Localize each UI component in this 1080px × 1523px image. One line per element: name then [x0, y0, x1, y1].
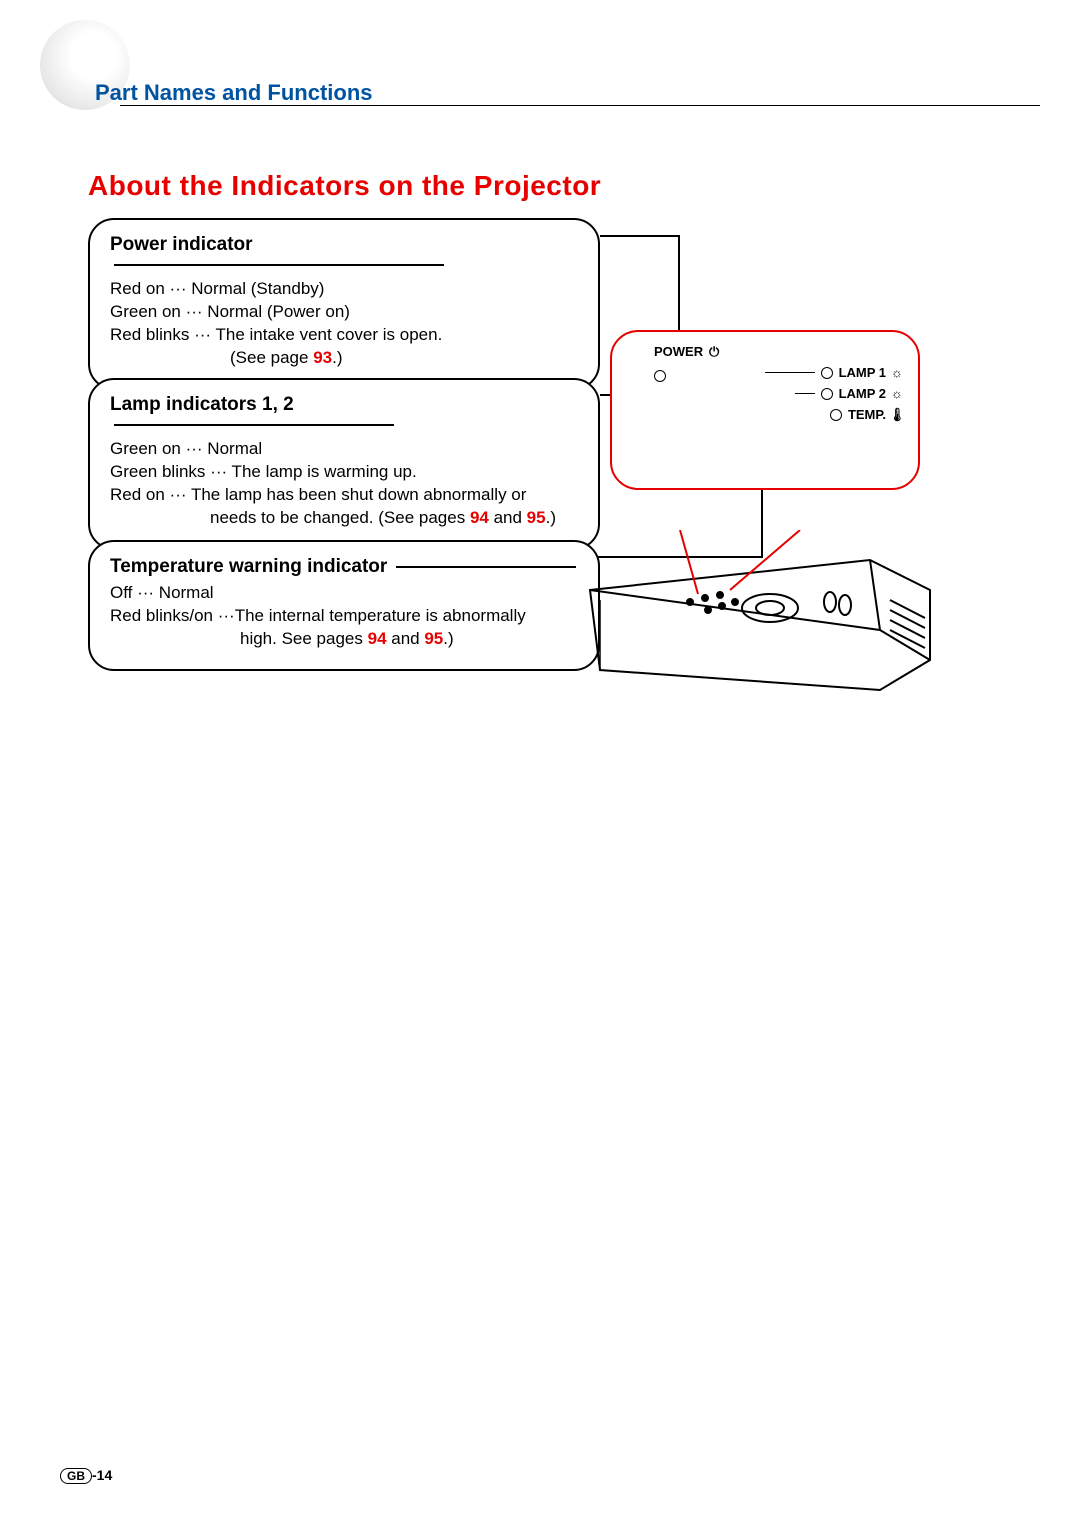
connector-line: [600, 235, 680, 237]
callout-power-body: Red on ··· Normal (Standby) Green on ···…: [110, 278, 578, 370]
page-footer: GB-14: [60, 1467, 112, 1483]
page-ref[interactable]: 95: [527, 508, 546, 527]
page-title: About the Indicators on the Projector: [88, 170, 601, 202]
indicator-panel: POWER ⏻ LAMP 1 ☼ LAMP 2 ☼ TEMP. 🌡: [610, 330, 920, 490]
temperature-icon: 🌡: [890, 408, 904, 422]
section-header: Part Names and Functions: [95, 80, 373, 106]
indicator-lamp2-row: LAMP 2 ☼: [626, 386, 904, 401]
callout-power-title: Power indicator: [110, 234, 253, 256]
lamp-icon: ☼: [890, 366, 904, 380]
indicator-led-icon: [821, 367, 833, 379]
page-ref[interactable]: 94: [368, 629, 387, 648]
page-ref[interactable]: 94: [470, 508, 489, 527]
callout-temp: Temperature warning indicator Off ··· No…: [88, 540, 600, 671]
indicator-label: TEMP.: [848, 407, 886, 422]
text-line: Red blinks/on ···The internal temperatur…: [110, 605, 578, 628]
connector-line: [678, 235, 680, 345]
indicator-led-icon: [654, 370, 666, 382]
text-line: Red on ··· Normal (Standby): [110, 278, 578, 301]
callout-power: Power indicator Red on ··· Normal (Stand…: [88, 218, 600, 390]
footer-page-number: -14: [92, 1467, 112, 1483]
page-ref[interactable]: 93: [313, 348, 332, 367]
callout-temp-body: Off ··· Normal Red blinks/on ···The inte…: [110, 582, 578, 651]
page-ref[interactable]: 95: [424, 629, 443, 648]
callout-power-leader: [114, 264, 444, 266]
callout-lamp-title: Lamp indicators 1, 2: [110, 394, 294, 416]
text-line: Red on ··· The lamp has been shut down a…: [110, 484, 578, 507]
indicator-label: POWER: [654, 344, 703, 359]
text-line: high. See pages 94 and 95.): [110, 628, 578, 651]
text-line: Green blinks ··· The lamp is warming up.: [110, 461, 578, 484]
indicator-lead: [795, 393, 815, 394]
indicator-lead: [765, 372, 815, 373]
lamp-icon: ☼: [890, 387, 904, 401]
callout-temp-title: Temperature warning indicator: [110, 556, 387, 578]
indicator-power-row: POWER ⏻: [654, 344, 904, 359]
callout-lamp-leader: [114, 424, 394, 426]
indicator-label: LAMP 1: [839, 365, 886, 380]
header-rule: [120, 105, 1040, 106]
text-line: Green on ··· Normal (Power on): [110, 301, 578, 324]
text-line: needs to be changed. (See pages 94 and 9…: [110, 507, 578, 530]
callout-temp-leader: [396, 566, 576, 568]
text-line: Off ··· Normal: [110, 582, 578, 605]
indicator-lamp1-row: LAMP 1 ☼: [626, 365, 904, 380]
indicator-led-icon: [830, 409, 842, 421]
callout-lamp: Lamp indicators 1, 2 Green on ··· Normal…: [88, 378, 600, 550]
text-line: (See page 93.): [110, 347, 578, 370]
indicator-label: LAMP 2: [839, 386, 886, 401]
footer-region: GB: [60, 1468, 92, 1484]
text-line: Red blinks ··· The intake vent cover is …: [110, 324, 578, 347]
projector-illustration: [560, 530, 960, 700]
text-line: Green on ··· Normal: [110, 438, 578, 461]
power-icon: ⏻: [707, 345, 721, 359]
callout-lamp-body: Green on ··· Normal Green blinks ··· The…: [110, 438, 578, 530]
indicator-temp-row: TEMP. 🌡: [626, 407, 904, 422]
indicator-led-icon: [821, 388, 833, 400]
